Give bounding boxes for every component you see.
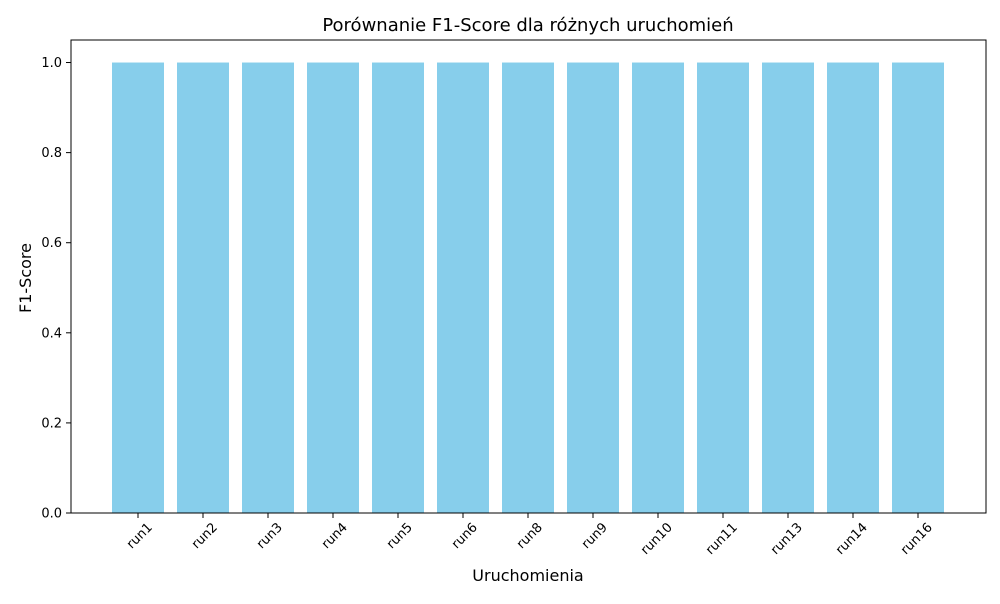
x-tick-label: run1 — [124, 520, 156, 552]
bar-series — [112, 63, 944, 513]
bar-run6 — [437, 63, 489, 513]
bar-run10 — [632, 63, 684, 513]
bar-run4 — [307, 63, 359, 513]
x-tick-label: run2 — [189, 520, 221, 552]
x-tick-label: run5 — [384, 520, 416, 552]
x-tick-label: run10 — [638, 520, 676, 558]
y-tick-label: 0.0 — [41, 507, 62, 522]
y-tick-label: 0.8 — [41, 146, 62, 161]
bar-run8 — [502, 63, 554, 513]
y-tick-label: 0.2 — [41, 416, 62, 431]
bar-run1 — [112, 63, 164, 513]
x-axis-ticks: run1 run2 run3 run4 run5 run6 run8 run9 run10 run… — [124, 513, 936, 558]
bar-run16 — [892, 63, 944, 513]
bar-run14 — [827, 63, 879, 513]
x-axis-label: Uruchomienia — [472, 566, 583, 585]
y-axis-ticks: 0.0 0.2 0.4 0.6 0.8 1.0 — [41, 56, 71, 521]
x-tick-label: run11 — [703, 520, 741, 558]
bar-run13 — [762, 63, 814, 513]
x-tick-label: run14 — [833, 520, 871, 558]
bar-run2 — [177, 63, 229, 513]
x-tick-label: run3 — [254, 520, 286, 552]
x-tick-label: run6 — [449, 520, 481, 552]
x-tick-label: run16 — [898, 520, 936, 558]
y-tick-label: 1.0 — [41, 56, 62, 71]
y-tick-label: 0.4 — [41, 326, 62, 341]
x-tick-label: run8 — [514, 520, 546, 552]
x-tick-label: run13 — [768, 520, 806, 558]
y-tick-label: 0.6 — [41, 236, 62, 251]
chart-title: Porównanie F1-Score dla różnych uruchomi… — [322, 15, 733, 36]
x-tick-label: run4 — [319, 520, 351, 552]
x-tick-label: run9 — [579, 520, 611, 552]
bar-run5 — [372, 63, 424, 513]
y-axis-label: F1-Score — [16, 243, 35, 313]
bar-run3 — [242, 63, 294, 513]
bar-run11 — [697, 63, 749, 513]
bar-run9 — [567, 63, 619, 513]
